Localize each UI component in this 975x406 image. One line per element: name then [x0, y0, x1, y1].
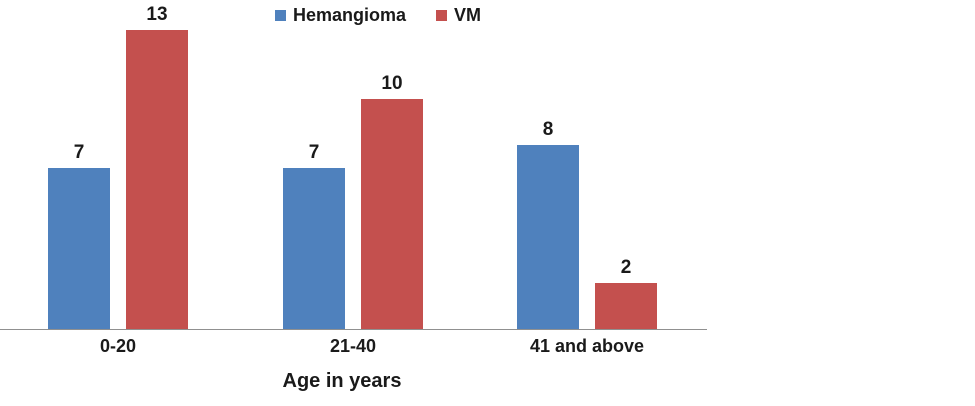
bar-vm-0-20: [126, 30, 188, 329]
bar-value-label-hemangioma-0-20: 7: [73, 142, 85, 163]
category-label-21-40: 21-40: [329, 336, 377, 356]
category-label-0-20: 0-20: [99, 336, 137, 356]
bar-vm-21-40: [361, 99, 423, 329]
legend-item-vm: VM: [436, 6, 481, 24]
x-axis-title: Age in years: [282, 370, 402, 392]
legend-label-hemangioma: Hemangioma: [293, 5, 407, 25]
bar-vm-41-and-above: [595, 283, 657, 329]
x-axis-line: [0, 329, 707, 330]
legend-label-vm: VM: [454, 5, 482, 25]
bar-value-label-hemangioma-41-and-above: 8: [542, 119, 554, 140]
bar-hemangioma-21-40: [283, 168, 345, 329]
plot-area: 7 13 7 10 8 2: [0, 4, 707, 330]
category-label-41-and-above: 41 and above: [529, 336, 645, 356]
legend: Hemangioma VM: [275, 6, 481, 24]
legend-swatch-hemangioma-icon: [275, 10, 286, 21]
legend-item-hemangioma: Hemangioma: [275, 6, 406, 24]
bar-value-label-vm-41-and-above: 2: [620, 257, 632, 278]
category-axis: 0-20 21-40 41 and above: [0, 336, 975, 361]
bar-value-label-hemangioma-21-40: 7: [308, 142, 320, 163]
bar-value-label-vm-21-40: 10: [381, 73, 403, 94]
bar-hemangioma-41-and-above: [517, 145, 579, 329]
bar-value-label-vm-0-20: 13: [146, 4, 168, 25]
bar-hemangioma-0-20: [48, 168, 110, 329]
legend-swatch-vm-icon: [436, 10, 448, 21]
